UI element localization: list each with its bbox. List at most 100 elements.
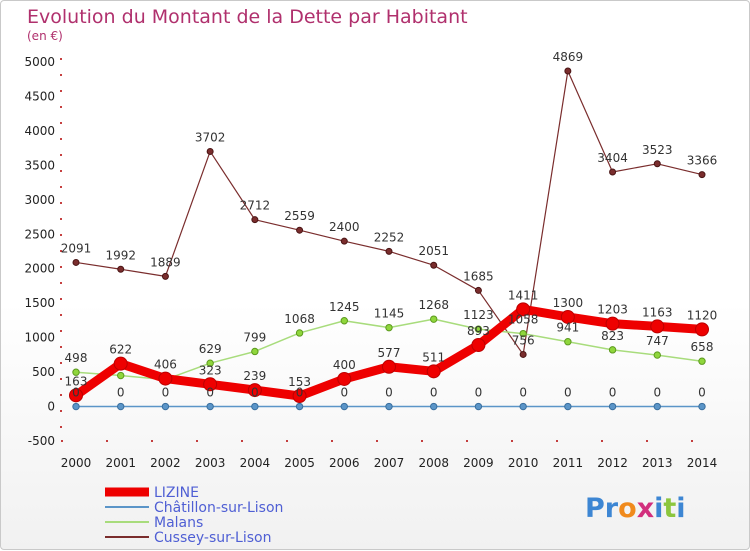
data-label: 1163: [642, 305, 673, 319]
data-label: 323: [199, 363, 222, 377]
data-point: [653, 402, 661, 411]
data-point: [519, 329, 527, 338]
data-point: [385, 247, 393, 255]
data-point: [474, 286, 482, 294]
data-point: [474, 402, 483, 411]
data-label: 1120: [687, 308, 718, 322]
chart-subtitle: (en €): [27, 29, 63, 43]
data-label: 2712: [240, 199, 271, 213]
data-point: [426, 364, 441, 379]
series-2: [72, 315, 706, 384]
logo-letter: x: [637, 493, 654, 524]
data-label: 0: [564, 386, 572, 400]
x-tick-label: 2003: [195, 456, 226, 470]
data-label: 1268: [418, 298, 449, 312]
x-tick-label: 2004: [240, 456, 271, 470]
data-point: [382, 359, 396, 374]
logo-letter: o: [618, 493, 637, 524]
legend-label: Cussey-sur-Lison: [154, 530, 271, 546]
data-label: 3366: [687, 154, 718, 168]
x-tick-label: 2008: [418, 456, 449, 470]
data-point: [113, 356, 128, 371]
x-tick-label: 2006: [329, 456, 360, 470]
data-label: 747: [646, 334, 669, 348]
data-point: [564, 338, 572, 346]
data-point: [695, 322, 709, 337]
data-label: 0: [385, 386, 393, 400]
data-label: 823: [601, 329, 624, 343]
data-point: [117, 371, 125, 380]
series-1: [72, 402, 706, 411]
data-label: 3702: [195, 130, 226, 144]
proxiti-logo: Proxiti: [585, 493, 686, 524]
data-label: 3404: [597, 151, 628, 165]
x-tick-label: 2013: [642, 456, 673, 470]
y-tick-label: 1500: [24, 296, 55, 310]
x-tick-label: 2001: [105, 456, 136, 470]
data-point: [609, 168, 617, 176]
data-label: 0: [72, 386, 80, 400]
data-point: [698, 171, 706, 179]
x-tick-label: 2007: [374, 456, 405, 470]
data-label: 0: [653, 386, 661, 400]
data-point: [251, 402, 259, 411]
data-label: 0: [698, 386, 706, 400]
data-label: 658: [691, 340, 714, 354]
data-label: 0: [206, 386, 214, 400]
data-point: [158, 371, 173, 386]
data-point: [295, 402, 304, 411]
logo-letter: i: [654, 493, 663, 524]
data-point: [340, 402, 348, 411]
data-label: 4869: [553, 50, 584, 64]
x-tick-label: 2005: [284, 456, 315, 470]
data-point: [292, 389, 307, 404]
data-point: [117, 402, 125, 411]
y-tick-label: 1000: [24, 331, 55, 345]
data-point: [340, 317, 348, 325]
legend-label: Malans: [154, 515, 203, 531]
series-3: [72, 67, 706, 358]
data-label: 1685: [463, 269, 494, 283]
data-point: [72, 368, 80, 376]
legend-label: Châtillon-sur-Lison: [154, 500, 283, 516]
data-label: 0: [162, 386, 170, 400]
data-point: [385, 323, 393, 332]
data-label: 153: [288, 375, 311, 389]
plot-area: [69, 67, 709, 411]
data-point: [161, 402, 170, 411]
data-point: [385, 402, 393, 411]
data-point: [698, 402, 706, 411]
data-label: 893: [467, 324, 490, 338]
data-label: 3523: [642, 143, 673, 157]
data-label: 400: [333, 358, 356, 372]
y-tick-label: 5000: [24, 55, 55, 69]
data-point: [251, 216, 259, 224]
data-point: [340, 237, 348, 245]
logo-letter: t: [663, 493, 676, 524]
y-tick-label: 3500: [24, 158, 55, 172]
data-point: [337, 371, 352, 386]
data-point: [430, 315, 438, 323]
data-label: 1300: [553, 296, 584, 310]
data-point: [72, 402, 80, 411]
data-label: 406: [154, 358, 177, 372]
data-label: 0: [609, 386, 617, 400]
data-label: 0: [251, 386, 259, 400]
data-point: [247, 383, 262, 398]
legend: LIZINEChâtillon-sur-LisonMalansCussey-su…: [105, 485, 283, 546]
data-label: 1058: [508, 313, 539, 327]
data-point: [117, 265, 125, 273]
legend-label: LIZINE: [154, 485, 199, 501]
data-point: [474, 325, 483, 333]
data-label: 0: [296, 386, 304, 400]
data-label: 756: [512, 333, 535, 347]
data-label: 2051: [418, 244, 449, 258]
data-label: 1245: [329, 300, 360, 314]
data-label: 1992: [105, 248, 136, 262]
x-tick-label: 2014: [687, 456, 718, 470]
data-point: [564, 67, 572, 75]
axes: -500050010001500200025003000350040004500…: [24, 55, 717, 470]
data-point: [564, 402, 572, 411]
data-point: [72, 258, 80, 266]
